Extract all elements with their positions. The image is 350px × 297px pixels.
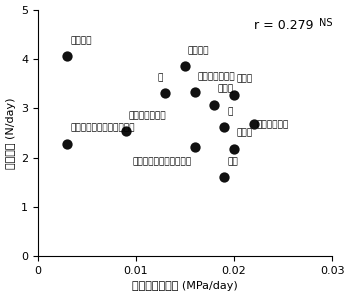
Point [65, 54, 70, 59]
Point [251, 122, 257, 127]
Text: 旭: 旭 [227, 107, 232, 116]
Text: ちなつ: ちなつ [237, 75, 253, 84]
Text: あかね: あかね [217, 85, 233, 94]
Text: 旭: 旭 [157, 73, 163, 82]
Text: ジョナゴールド: ジョナゴールド [198, 72, 235, 81]
Y-axis label: 軟化速度 (N/day): 軟化速度 (N/day) [6, 97, 15, 169]
Point [65, 141, 70, 146]
Text: ガラ: ガラ [227, 157, 238, 166]
Text: ブレーバーン: ブレーバーン [257, 120, 289, 129]
Text: レッドゴールド: レッドゴールド [129, 111, 167, 120]
Point [192, 144, 198, 149]
Point [222, 175, 227, 180]
Text: r = 0.279: r = 0.279 [254, 19, 317, 32]
Point [231, 146, 237, 151]
Point [182, 64, 188, 69]
X-axis label: 膨圧の減少速度 (MPa/day): 膨圧の減少速度 (MPa/day) [132, 282, 238, 291]
Point [222, 124, 227, 129]
Text: シルケン: シルケン [188, 46, 209, 55]
Text: マカウン: マカウン [70, 36, 92, 45]
Text: さんさ: さんさ [237, 129, 253, 138]
Point [192, 90, 198, 95]
Text: スターキング・デリシャス: スターキング・デリシャス [70, 124, 135, 132]
Point [163, 91, 168, 96]
Point [231, 92, 237, 97]
Point [212, 102, 217, 107]
Text: ゴールデン・デリシャス: ゴールデン・デリシャス [133, 158, 192, 167]
Text: NS: NS [319, 18, 332, 28]
Point [124, 129, 129, 134]
